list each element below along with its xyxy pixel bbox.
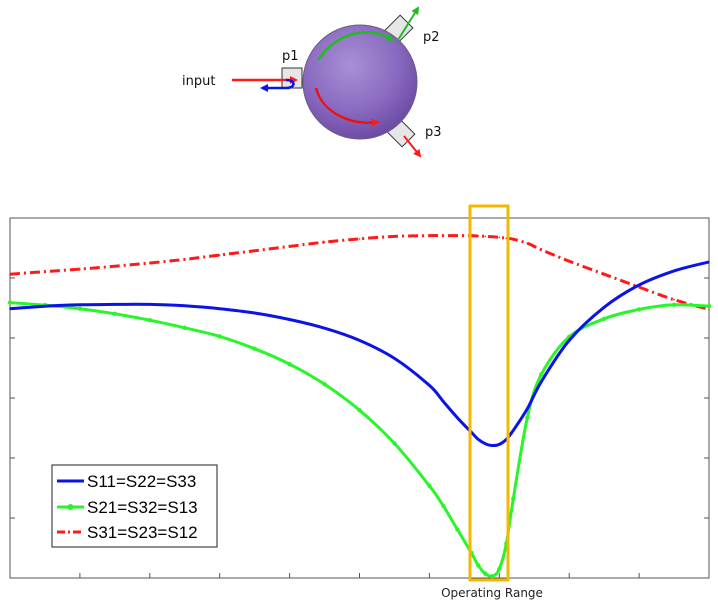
data-point-s31-27	[673, 298, 675, 301]
data-point-s11-0	[9, 307, 11, 310]
data-point-s31-13	[442, 234, 445, 237]
data-point-s31-6	[218, 254, 221, 256]
data-point-s31-17	[484, 235, 487, 238]
data-point-s11-10	[358, 339, 361, 342]
data-point-s21-19	[497, 566, 502, 572]
legend-label-s31: S31=S23=S12	[87, 523, 198, 542]
output-arrow-p2	[397, 6, 420, 41]
data-point-s31-24	[568, 260, 570, 263]
data-point-s21-23	[539, 372, 544, 377]
data-point-s31-25	[603, 273, 605, 276]
data-point-s21-13	[441, 503, 446, 509]
port-label-p3: p3	[425, 125, 442, 140]
data-point-s21-12	[427, 483, 432, 488]
data-point-s31-1	[44, 270, 46, 273]
data-point-s31-14	[456, 234, 459, 237]
data-point-s31-9	[323, 241, 326, 243]
data-point-s21-22	[525, 415, 530, 420]
data-point-s31-23	[540, 248, 542, 251]
data-point-s11-21	[512, 429, 515, 432]
data-point-s11-13	[442, 400, 445, 403]
data-point-s11-11	[393, 357, 396, 360]
data-point-s11-16	[477, 438, 480, 441]
data-point-s21-17	[483, 571, 488, 576]
data-point-s31-8	[288, 245, 291, 248]
operating-range-label: Operating Range	[441, 586, 543, 600]
data-point-s11-24	[568, 339, 570, 342]
data-point-s21-6	[217, 334, 222, 339]
data-point-s11-18	[491, 444, 494, 447]
data-point-s21-8	[287, 362, 292, 367]
data-point-s11-28	[708, 261, 710, 263]
data-point-s31-10	[358, 238, 361, 240]
data-point-s21-3	[112, 311, 118, 316]
data-point-s21-5	[182, 325, 187, 330]
data-point-s31-12	[428, 234, 431, 237]
internal-arrow-red	[314, 87, 380, 127]
series-layer	[7, 234, 712, 579]
data-point-s31-11	[393, 235, 396, 238]
data-point-s11-5	[184, 305, 186, 307]
data-point-s11-1	[44, 305, 46, 308]
data-point-s11-8	[288, 318, 291, 321]
legend-label-s11: S11=S22=S33	[87, 472, 196, 491]
circulator-diagram: input p1 p2 p3	[182, 6, 442, 158]
data-point-s21-21	[511, 496, 516, 501]
data-point-s31-28	[708, 308, 710, 311]
data-point-s11-9	[323, 327, 326, 330]
data-point-s31-21	[512, 238, 515, 240]
data-point-s11-17	[484, 442, 487, 445]
data-point-s11-19	[498, 443, 501, 446]
data-point-s31-4	[149, 262, 151, 264]
legend-marker-s21	[67, 504, 74, 510]
data-point-s11-2	[79, 304, 81, 306]
data-point-s11-27	[673, 270, 675, 272]
data-point-s21-16	[476, 563, 481, 568]
data-point-s31-18	[491, 235, 494, 238]
data-point-s21-4	[147, 318, 152, 323]
data-point-s11-26	[638, 284, 640, 286]
operating-range-box	[468, 204, 510, 582]
data-point-s21-27	[671, 302, 677, 307]
data-point-s21-11	[392, 441, 397, 446]
data-point-s11-12	[428, 384, 431, 387]
data-point-s31-5	[184, 258, 186, 261]
legend-label-s21: S21=S32=S13	[87, 498, 198, 517]
data-point-s21-9	[322, 382, 327, 387]
data-point-s11-6	[218, 307, 221, 310]
input-label: input	[182, 74, 215, 89]
data-point-s21-28	[706, 304, 712, 309]
data-point-s11-3	[114, 303, 116, 306]
s-parameter-plot: Operating Range S11=S22=S33 S21=S32=S13 …	[7, 204, 712, 600]
data-point-s31-22	[526, 242, 529, 244]
data-point-s21-25	[601, 316, 607, 321]
data-point-s11-22	[526, 408, 529, 410]
reflection-arrow	[260, 78, 295, 92]
data-point-s21-7	[252, 346, 257, 351]
data-point-s31-3	[114, 265, 116, 268]
axis-ticks	[10, 277, 709, 578]
data-point-s21-14	[455, 527, 460, 532]
data-point-s31-7	[253, 250, 256, 252]
data-point-s31-16	[477, 235, 480, 237]
data-point-s11-23	[540, 381, 542, 383]
data-point-s21-26	[636, 307, 642, 312]
data-point-s11-4	[149, 303, 151, 306]
data-point-s21-10	[357, 408, 362, 413]
data-point-s31-0	[9, 273, 11, 276]
data-point-s31-2	[79, 268, 81, 270]
legend: S11=S22=S33 S21=S32=S13 S31=S23=S12	[51, 464, 218, 548]
port-label-p1: p1	[282, 49, 299, 64]
data-point-s31-19	[498, 236, 501, 239]
data-point-s21-2	[77, 306, 83, 311]
data-point-s21-18	[490, 574, 495, 579]
internal-arrow-green	[316, 31, 394, 61]
data-point-s11-14	[456, 417, 459, 419]
output-arrow-p3	[403, 135, 422, 158]
data-point-s11-25	[603, 306, 605, 309]
data-point-s11-7	[253, 312, 256, 314]
data-point-s21-0	[7, 300, 13, 305]
port-label-p2: p2	[423, 30, 440, 45]
